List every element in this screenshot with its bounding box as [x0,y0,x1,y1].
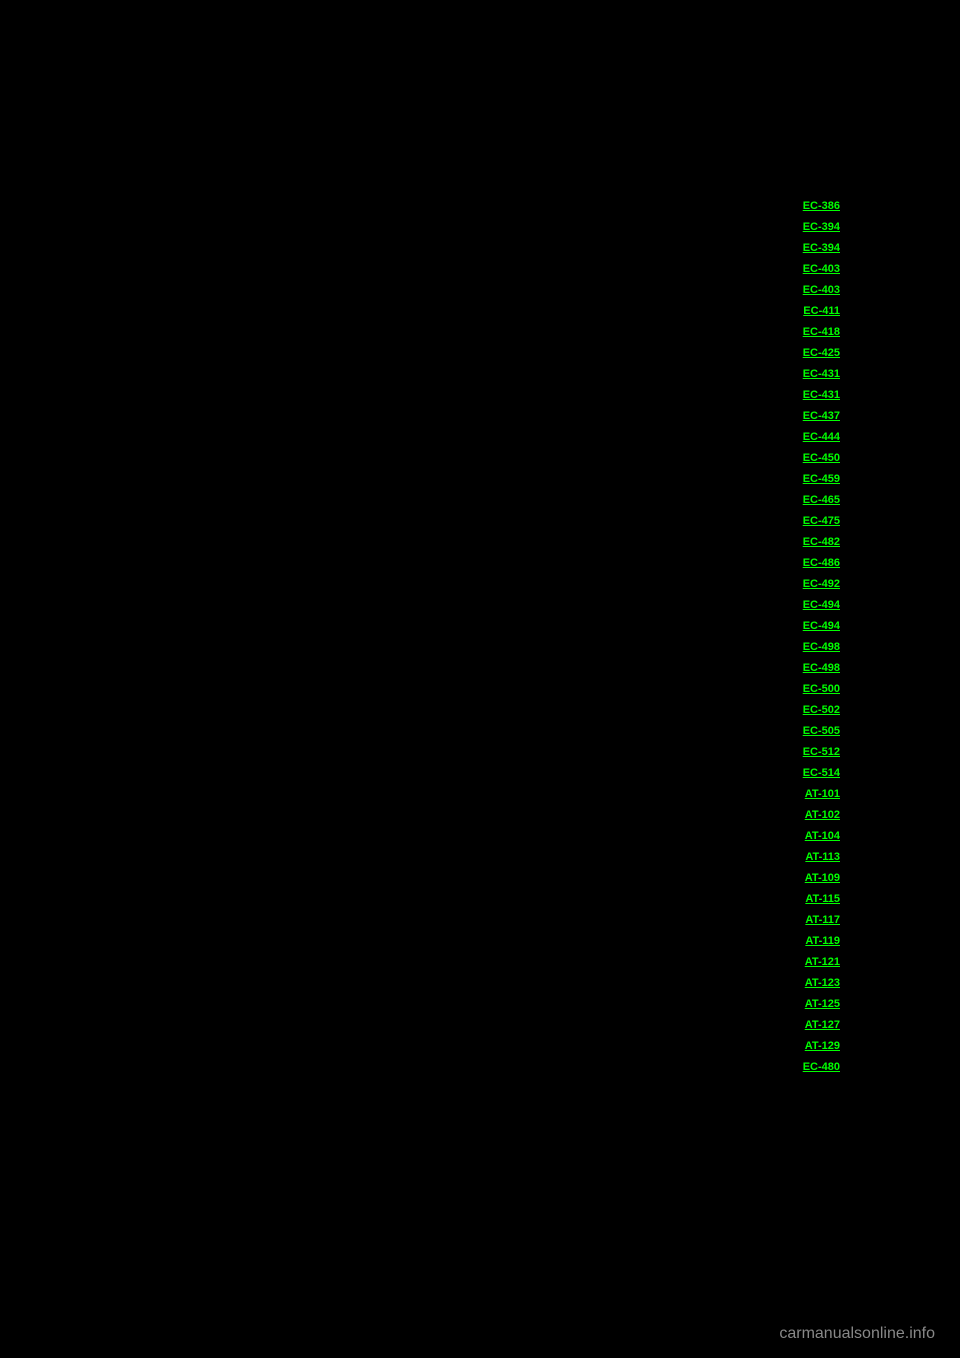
reference-link[interactable]: EC-411 [803,305,840,317]
reference-link[interactable]: EC-475 [803,515,840,527]
reference-link[interactable]: AT-125 [803,998,840,1010]
reference-link[interactable]: EC-431 [803,368,840,380]
reference-link[interactable]: EC-486 [803,557,840,569]
reference-link[interactable]: AT-129 [803,1040,840,1052]
reference-link[interactable]: EC-480 [803,1061,840,1073]
reference-link[interactable]: AT-104 [803,830,840,842]
reference-link[interactable]: AT-101 [803,788,840,800]
reference-link[interactable]: EC-450 [803,452,840,464]
reference-link[interactable]: EC-403 [803,263,840,275]
reference-link[interactable]: EC-418 [803,326,840,338]
reference-link[interactable]: EC-403 [803,284,840,296]
reference-link[interactable]: EC-482 [803,536,840,548]
reference-link[interactable]: AT-121 [803,956,840,968]
reference-link[interactable]: EC-498 [803,662,840,674]
reference-link[interactable]: EC-500 [803,683,840,695]
reference-link[interactable]: EC-425 [803,347,840,359]
reference-link[interactable]: EC-394 [803,242,840,254]
reference-link[interactable]: EC-394 [803,221,840,233]
reference-link[interactable]: EC-498 [803,641,840,653]
reference-link[interactable]: EC-494 [803,599,840,611]
reference-link[interactable]: AT-117 [803,914,840,926]
reference-link[interactable]: AT-109 [803,872,840,884]
reference-link[interactable]: AT-123 [803,977,840,989]
reference-link[interactable]: AT-102 [803,809,840,821]
reference-link[interactable]: EC-431 [803,389,840,401]
reference-link[interactable]: EC-465 [803,494,840,506]
reference-link[interactable]: EC-492 [803,578,840,590]
reference-link[interactable]: AT-115 [803,893,840,905]
reference-link[interactable]: EC-505 [803,725,840,737]
reference-link[interactable]: EC-459 [803,473,840,485]
reference-link[interactable]: EC-514 [803,767,840,779]
reference-link[interactable]: AT-113 [803,851,840,863]
reference-link[interactable]: AT-127 [803,1019,840,1031]
reference-link[interactable]: EC-444 [803,431,840,443]
reference-link[interactable]: EC-512 [803,746,840,758]
reference-link[interactable]: AT-119 [803,935,840,947]
reference-link[interactable]: EC-494 [803,620,840,632]
reference-link-list: EC-386 EC-394 EC-394 EC-403 EC-403 EC-411 EC-4… [803,200,840,1073]
reference-link[interactable]: EC-437 [803,410,840,422]
reference-link[interactable]: EC-386 [803,200,840,212]
reference-link[interactable]: EC-502 [803,704,840,716]
watermark-text: carmanualsonline.info [779,1325,935,1343]
